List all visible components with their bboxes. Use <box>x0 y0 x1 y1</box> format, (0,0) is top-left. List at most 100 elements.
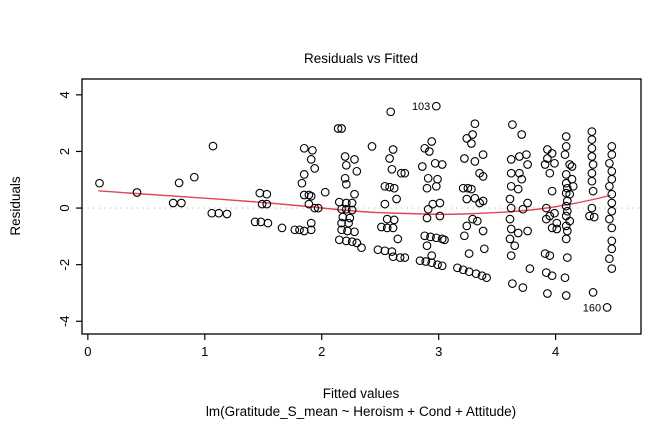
outlier-point-label: 160 <box>583 302 601 314</box>
data-point-circle <box>377 222 386 232</box>
data-point-circle <box>547 186 557 196</box>
data-point-circle <box>427 251 437 260</box>
data-point-circle <box>543 289 552 298</box>
data-point-circle <box>460 154 469 163</box>
data-point-circle <box>290 225 300 235</box>
data-point-circle <box>505 194 515 204</box>
data-point-circle <box>382 223 392 233</box>
data-point-circle <box>543 154 552 163</box>
y-axis-tick-label: 0 <box>57 204 72 211</box>
data-point-circle <box>562 253 572 262</box>
data-point-circle <box>437 160 447 169</box>
data-point-circle <box>435 198 445 208</box>
data-point-circle <box>505 234 515 244</box>
data-point-circle <box>341 160 351 170</box>
y-axis-tick-label: -2 <box>57 259 72 271</box>
data-point-circle <box>396 168 406 178</box>
data-point-circle <box>95 178 104 188</box>
data-point-circle <box>505 214 515 224</box>
data-point-circle <box>508 279 517 288</box>
data-point-circle <box>506 168 516 178</box>
data-point-circle <box>341 236 351 246</box>
data-point-circle <box>306 225 316 235</box>
data-point-circle <box>333 124 343 133</box>
data-point-circle <box>393 234 403 244</box>
data-point-circle <box>605 254 614 264</box>
data-point-circle <box>427 258 437 268</box>
data-point-circle <box>588 160 598 169</box>
data-point-circle <box>515 152 524 161</box>
data-point-circle <box>387 247 397 256</box>
data-point-circle <box>560 273 570 283</box>
data-point-circle <box>380 246 390 256</box>
y-axis-tick-label: 4 <box>57 91 72 98</box>
data-point-circle <box>385 182 394 192</box>
data-point-circle <box>470 119 480 129</box>
data-point-circle <box>428 199 438 209</box>
data-point-circle <box>607 206 617 216</box>
data-point-circle <box>341 179 351 189</box>
data-point-circle <box>340 152 350 161</box>
data-point-circle <box>433 260 442 270</box>
data-point-circle <box>277 223 287 233</box>
data-point-circle <box>437 261 447 271</box>
data-point-circle <box>263 218 273 228</box>
lowess-smoother-layer <box>98 190 611 215</box>
data-point-circle <box>478 150 488 159</box>
data-point-circle <box>464 249 474 258</box>
data-point-circle <box>262 199 272 209</box>
data-point-circle <box>345 213 355 223</box>
data-point-circle <box>517 174 527 184</box>
data-point-circle <box>506 155 516 164</box>
data-point-circle <box>562 183 572 193</box>
data-point-circle <box>510 241 520 251</box>
data-point-circle <box>417 162 427 171</box>
x-axis-tick-label: 3 <box>435 344 442 359</box>
data-point-circle <box>587 176 597 186</box>
data-point-circle <box>299 143 309 153</box>
data-point-circle <box>400 168 410 178</box>
data-point-circle <box>207 208 217 218</box>
data-point-circle <box>605 158 614 168</box>
data-point-circle <box>421 257 431 266</box>
data-point-circle <box>313 203 323 213</box>
data-point-circle <box>347 237 357 247</box>
data-point-circle <box>420 231 430 241</box>
y-axis-title: Residuals <box>8 176 23 236</box>
data-point-circle <box>453 263 462 273</box>
data-point-circle <box>440 235 449 245</box>
data-point-circle <box>541 214 551 224</box>
data-point-circle <box>479 244 489 254</box>
data-point-circle <box>587 127 597 136</box>
data-point-circle <box>256 217 266 227</box>
data-point-circle <box>585 211 594 221</box>
data-point-circle <box>255 188 265 198</box>
data-point-circle <box>334 197 344 207</box>
chart-title: Residuals vs Fitted <box>304 51 418 66</box>
data-point-circle <box>341 204 351 214</box>
data-point-circle <box>541 268 551 277</box>
data-point-circle <box>470 193 480 203</box>
data-point-circle <box>431 101 441 111</box>
data-point-circle <box>350 189 359 199</box>
data-point-circle <box>468 130 477 139</box>
data-point-circle <box>423 173 433 183</box>
plot-border-box <box>81 78 642 335</box>
data-point-circle <box>462 221 472 231</box>
data-point-circle <box>545 251 555 260</box>
data-point-circle <box>523 160 532 169</box>
data-point-circle <box>607 174 617 184</box>
data-point-circle <box>174 178 184 188</box>
data-point-circle <box>352 238 362 248</box>
data-point-circle <box>422 183 432 193</box>
data-point-circle <box>522 150 531 159</box>
data-point-circle <box>352 166 362 176</box>
data-point-circle <box>552 218 562 228</box>
data-point-circle <box>605 214 614 224</box>
data-point-circle <box>523 198 532 208</box>
data-point-circle <box>373 245 383 255</box>
data-point-circle <box>306 155 316 164</box>
data-point-circle <box>587 168 597 178</box>
data-point-circle <box>477 271 487 281</box>
